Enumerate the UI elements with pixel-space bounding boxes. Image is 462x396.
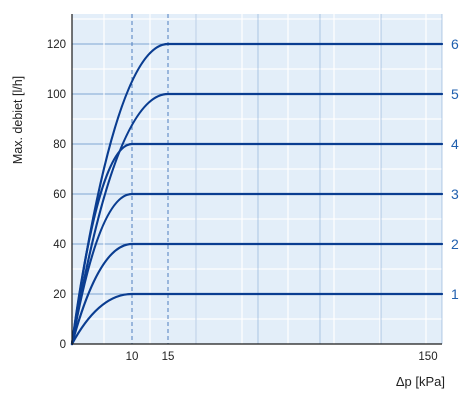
axis-layer	[71, 14, 442, 345]
series-line-1	[70, 292, 444, 346]
x-tick-label: 150	[418, 351, 437, 363]
series-label-5: 5	[451, 86, 459, 102]
x-tick-label: 10	[126, 351, 139, 363]
y-tick-label: 100	[47, 89, 66, 101]
x-tick-label: 15	[162, 351, 175, 363]
y-tick-label: 60	[53, 189, 66, 201]
series-layer	[70, 42, 444, 346]
series-label-6: 6	[451, 36, 459, 52]
series-line-5	[70, 92, 444, 346]
y-tick-label: 20	[53, 289, 66, 301]
series-label-4: 4	[451, 136, 459, 152]
series-label-1: 1	[451, 286, 459, 302]
y-axis-title: Max. debiet [l/h]	[11, 76, 25, 164]
series-line-2	[70, 242, 444, 346]
y-tick-label: 80	[53, 139, 66, 151]
y-tick-label: 0	[60, 339, 66, 351]
y-tick-label: 120	[47, 39, 66, 51]
series-label-2: 2	[451, 236, 459, 252]
series-line-6	[70, 42, 444, 346]
reference-lines-layer	[131, 14, 169, 344]
series-label-3: 3	[451, 186, 459, 202]
y-tick-label: 40	[53, 239, 66, 251]
x-axis-title: Δp [kPa]	[396, 374, 445, 389]
